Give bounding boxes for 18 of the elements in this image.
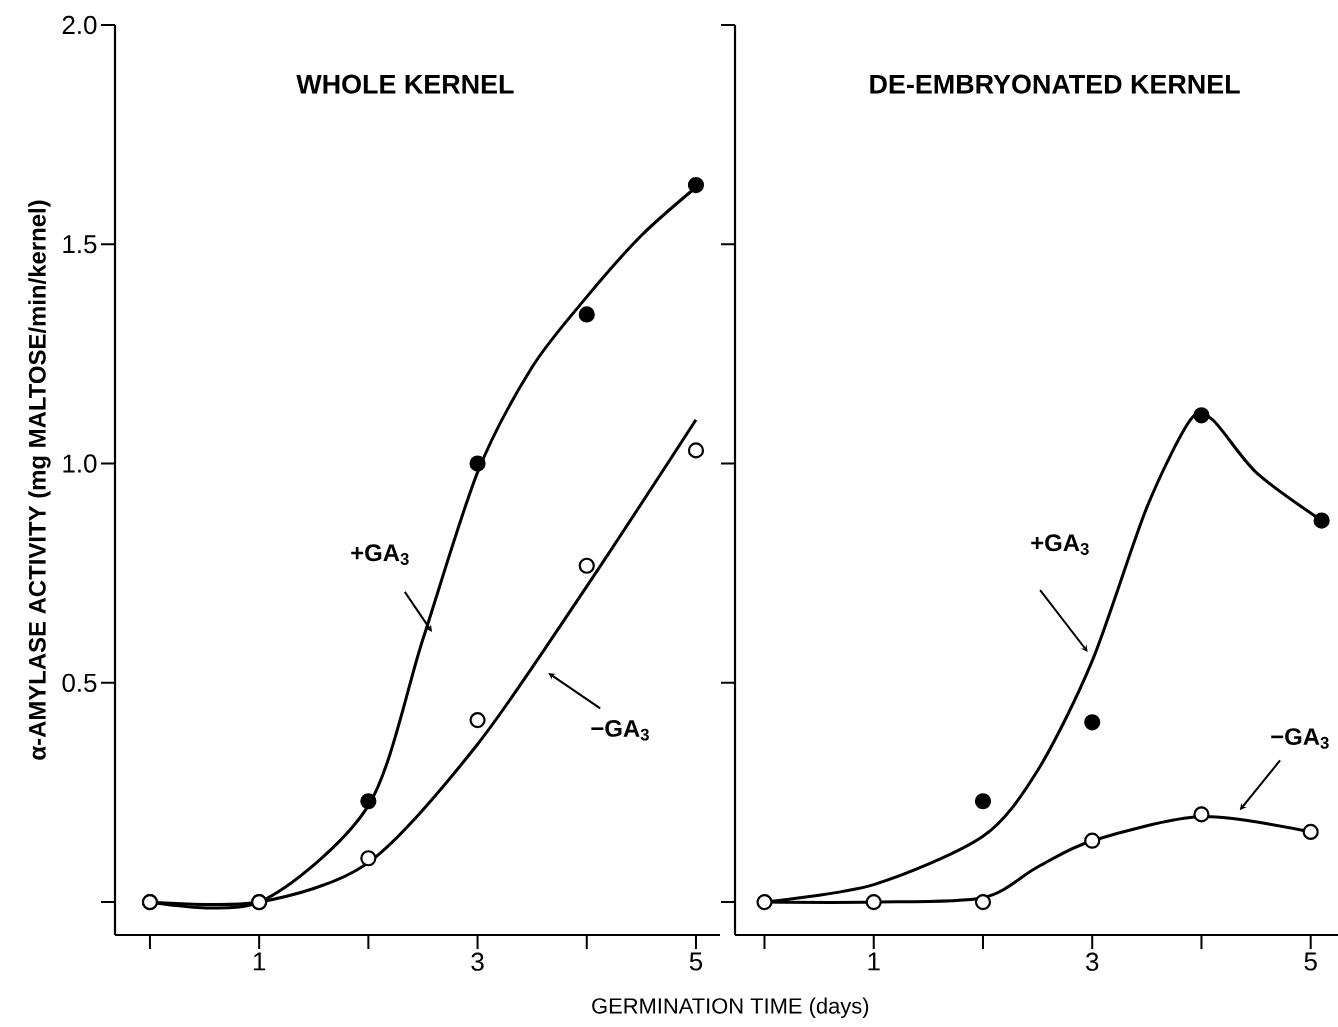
x-tick-label: 5 <box>689 952 703 971</box>
x-tick-label: 1 <box>253 952 266 971</box>
annotation: −GA$_{3}$ <box>1271 728 1329 749</box>
x-tick-label: 5 <box>1304 952 1317 971</box>
x-tick-label: 3 <box>471 952 484 971</box>
y-tick-label: 1.0 <box>63 454 97 473</box>
annotation: −GA$_{3}$ <box>591 719 649 741</box>
x-tick-label: 3 <box>1086 952 1099 971</box>
x-axis-title: GERMINATION TIME (days) <box>592 997 869 1019</box>
y-tick-label: 2.0 <box>62 15 97 35</box>
y-axis-title: α-AMYLASE ACTIVITY (mg MALTOSE/min/kernel) <box>28 200 51 760</box>
annotation: +GA$_{3}$ <box>1031 534 1089 555</box>
y-tick-label: 0.5 <box>62 673 97 692</box>
text: WHOLE KERNEL <box>296 74 514 94</box>
text: DE-EMBRYONATED KERNEL <box>870 74 1240 94</box>
annotation: +GA$_{3}$ <box>351 544 409 565</box>
y-tick-label: 1.5 <box>63 235 97 254</box>
x-tick-label: 1 <box>868 952 880 971</box>
